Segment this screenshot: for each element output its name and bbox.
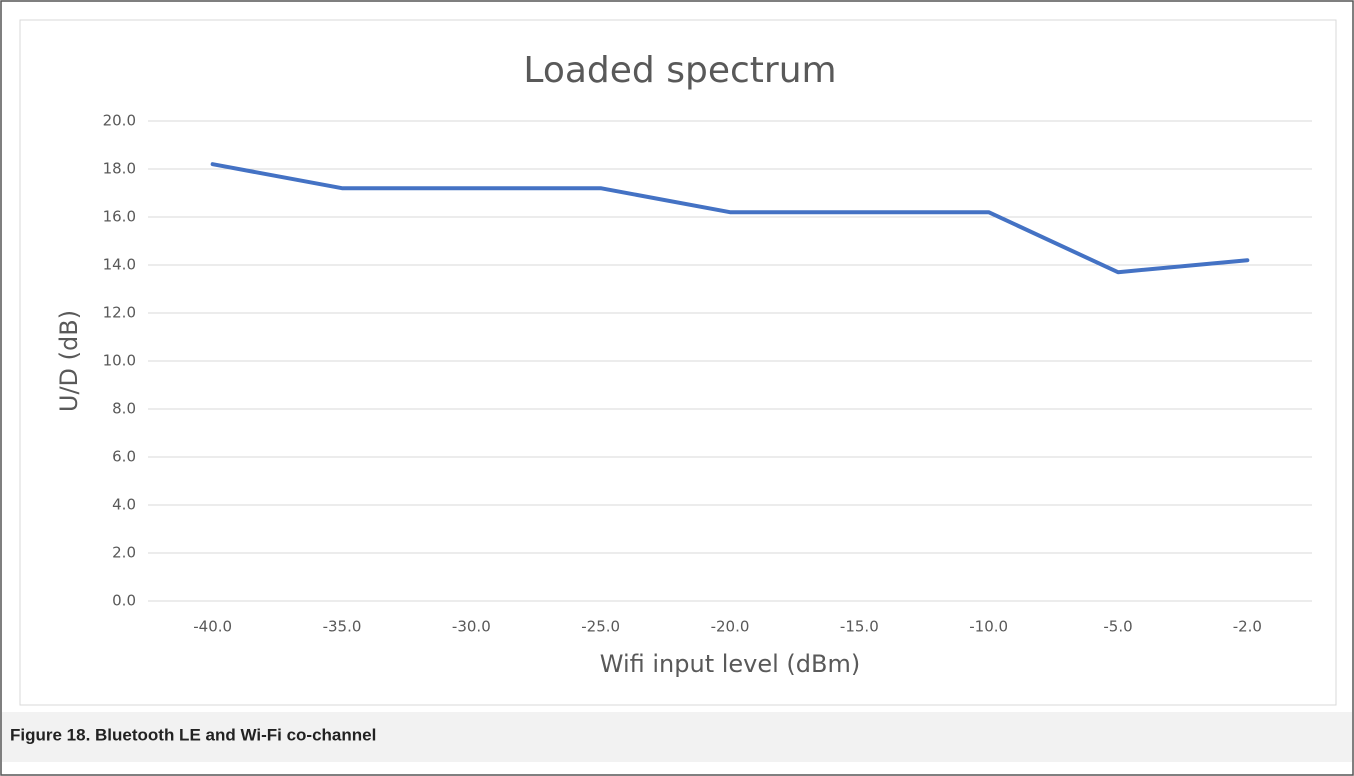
y-tick-label: 4.0 [112,496,136,514]
y-tick-label: 8.0 [112,400,136,418]
y-tick-label: 0.0 [112,592,136,610]
y-tick-label: 20.0 [103,112,136,130]
y-tick-label: 2.0 [112,544,136,562]
x-tick-label: -15.0 [840,618,879,636]
y-tick-label: 18.0 [103,160,136,178]
chart-frame [19,19,1337,706]
x-tick-label: -5.0 [1103,618,1132,636]
data-line [210,162,1250,275]
x-tick-label: -2.0 [1233,618,1262,636]
x-tick-label: -30.0 [452,618,491,636]
y-tick-label: 12.0 [103,304,136,322]
x-tick-label: -35.0 [323,618,362,636]
y-tick-label: 16.0 [103,208,136,226]
chart-title: Loaded spectrum [523,50,836,91]
caption: Figure 18. Bluetooth LE and Wi-Fi co-cha… [10,725,376,744]
caption-band [2,712,1352,762]
x-axis-title: Wifi input level (dBm) [600,650,860,678]
y-axis-title: U/D (dB) [55,310,83,412]
x-tick-label: -25.0 [581,618,620,636]
x-tick-label: -40.0 [193,618,232,636]
x-tick-label: -10.0 [969,618,1008,636]
x-tick-label: -20.0 [711,618,750,636]
y-tick-label: 10.0 [103,352,136,370]
y-tick-label: 6.0 [112,448,136,466]
y-tick-label: 14.0 [103,256,136,274]
